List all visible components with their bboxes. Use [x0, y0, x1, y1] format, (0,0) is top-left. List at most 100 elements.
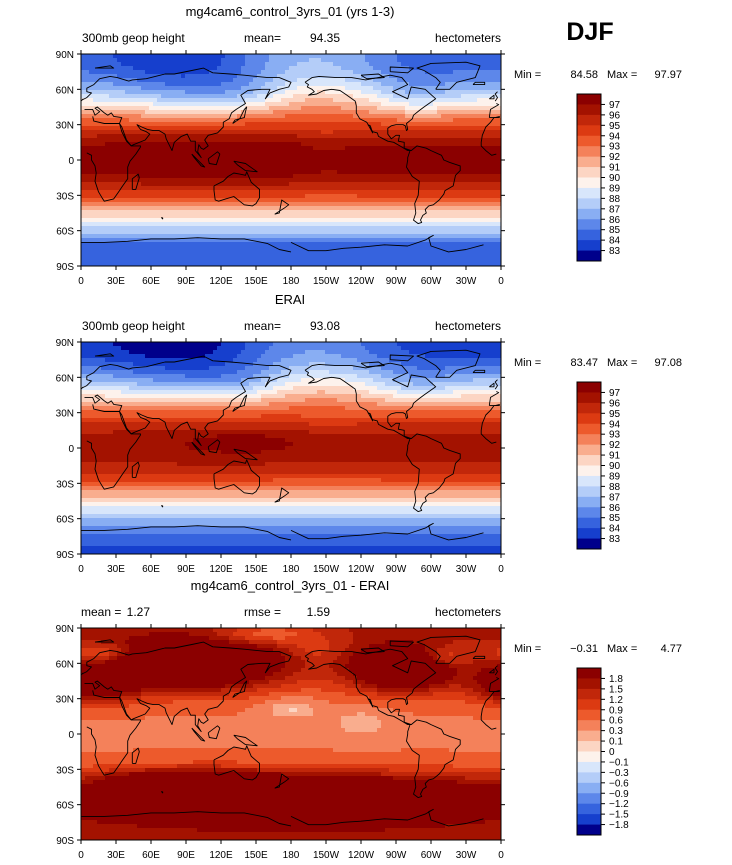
field-cell	[225, 102, 230, 107]
field-cell	[133, 66, 138, 71]
field-cell	[253, 98, 258, 103]
field-cell	[229, 62, 234, 67]
field-cell	[401, 62, 406, 67]
field-cell	[461, 130, 466, 135]
field-cell	[241, 170, 246, 175]
field-cell	[485, 74, 490, 79]
field-cell	[93, 230, 98, 235]
field-cell	[81, 138, 86, 143]
field-cell	[205, 150, 210, 155]
field-cell	[349, 102, 354, 107]
field-cell	[325, 98, 330, 103]
field-cell	[177, 206, 182, 211]
field-cell	[193, 214, 198, 219]
field-cell	[281, 242, 286, 247]
field-cell	[429, 58, 434, 63]
field-cell	[473, 102, 478, 107]
field-cell	[121, 138, 126, 143]
field-cell	[245, 70, 250, 75]
field-cell	[393, 122, 398, 127]
field-cell	[313, 130, 318, 135]
field-cell	[265, 170, 270, 175]
field-cell	[449, 114, 454, 119]
field-cell	[229, 66, 234, 71]
field-cell	[497, 226, 501, 231]
field-cell	[273, 178, 278, 183]
field-cell	[301, 82, 306, 87]
field-cell	[341, 110, 346, 115]
field-cell	[457, 94, 462, 99]
field-cell	[169, 98, 174, 103]
field-cell	[325, 182, 330, 187]
field-cell	[477, 122, 482, 127]
field-cell	[153, 82, 158, 87]
field-cell	[257, 110, 262, 115]
field-cell	[305, 110, 310, 115]
field-cell	[121, 162, 126, 167]
field-cell	[105, 86, 110, 91]
field-cell	[265, 130, 270, 135]
field-cell	[449, 226, 454, 231]
field-cell	[193, 134, 198, 139]
field-cell	[333, 114, 338, 119]
field-cell	[117, 90, 122, 95]
field-cell	[349, 226, 354, 231]
field-cell	[493, 150, 498, 155]
field-cell	[233, 218, 238, 223]
field-cell	[489, 170, 494, 175]
field-cell	[137, 106, 142, 111]
field-cell	[157, 94, 162, 99]
field-cell	[489, 182, 494, 187]
field-cell	[209, 218, 214, 223]
field-cell	[81, 62, 86, 67]
field-cell	[185, 142, 190, 147]
field-cell	[357, 238, 362, 243]
field-cell	[157, 118, 162, 123]
field-cell	[233, 62, 238, 67]
field-cell	[341, 174, 346, 179]
field-cell	[157, 218, 162, 223]
field-cell	[289, 86, 294, 91]
field-cell	[301, 110, 306, 115]
field-cell	[497, 138, 501, 143]
field-cell	[297, 126, 302, 131]
field-cell	[173, 222, 178, 227]
field-cell	[405, 230, 410, 235]
field-cell	[97, 222, 102, 227]
field-cell	[305, 146, 310, 151]
field-cell	[205, 54, 210, 59]
field-cell	[317, 198, 322, 203]
field-cell	[125, 234, 130, 239]
field-cell	[113, 138, 118, 143]
field-cell	[137, 82, 142, 87]
field-cell	[333, 122, 338, 127]
field-cell	[229, 178, 234, 183]
field-cell	[425, 142, 430, 147]
field-cell	[177, 198, 182, 203]
field-cell	[333, 218, 338, 223]
field-cell	[489, 158, 494, 163]
field-cell	[469, 54, 474, 59]
field-cell	[193, 198, 198, 203]
field-cell	[409, 142, 414, 147]
field-cell	[433, 178, 438, 183]
field-cell	[317, 238, 322, 243]
field-cell	[489, 98, 494, 103]
field-cell	[169, 66, 174, 71]
field-cell	[241, 226, 246, 231]
field-cell	[417, 234, 422, 239]
field-cell	[461, 218, 466, 223]
field-cell	[121, 86, 126, 91]
field-cell	[441, 142, 446, 147]
field-cell	[381, 118, 386, 123]
field-cell	[137, 98, 142, 103]
field-cell	[477, 202, 482, 207]
field-cell	[453, 194, 458, 199]
field-cell	[109, 162, 114, 167]
field-cell	[149, 70, 154, 75]
field-cell	[293, 70, 298, 75]
field-cell	[201, 122, 206, 127]
field-cell	[445, 170, 450, 175]
field-cell	[197, 70, 202, 75]
